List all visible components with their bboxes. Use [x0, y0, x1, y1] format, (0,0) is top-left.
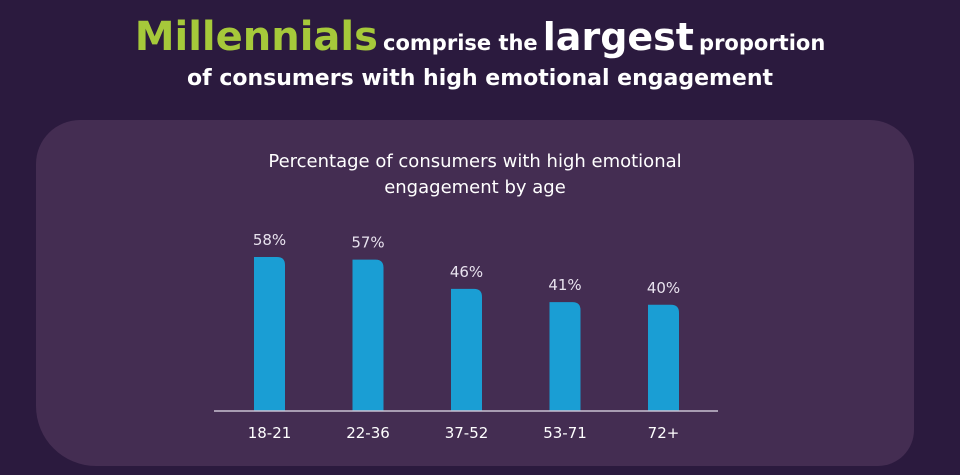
category-label: 22-36: [346, 424, 390, 442]
bar-37-52: [451, 288, 482, 411]
bar-18-21: [254, 257, 285, 411]
category-label: 53-71: [543, 424, 587, 442]
headline-part-2: proportion: [699, 31, 826, 55]
headline-part-1: comprise the: [383, 31, 538, 55]
value-label: 41%: [548, 276, 581, 294]
category-label: 37-52: [445, 424, 489, 442]
chart-title-line-2: engagement by age: [384, 177, 566, 198]
category-label: 18-21: [248, 424, 292, 442]
value-label: 46%: [450, 263, 483, 281]
value-label: 40%: [647, 279, 680, 297]
headline-emphasis: largest: [542, 15, 694, 59]
labels-group: 58% 18-21 57% 22-36 46% 37-52 41% 53-71 40% 72+: [248, 231, 680, 442]
headline: Millennials comprise the largest proport…: [0, 14, 960, 91]
headline-line-1: Millennials comprise the largest proport…: [0, 14, 960, 66]
bar-72+: [648, 304, 679, 411]
category-label: 72+: [648, 424, 680, 442]
bar-53-71: [549, 302, 581, 411]
headline-highlight: Millennials: [134, 14, 378, 60]
chart-title-line-1: Percentage of consumers with high emotio…: [268, 151, 682, 172]
bars-group: [254, 257, 679, 411]
headline-line-2: of consumers with high emotional engagem…: [186, 66, 774, 91]
value-label: 57%: [351, 234, 384, 252]
value-label: 58%: [253, 231, 286, 249]
chart-title: Percentage of consumers with high emotio…: [0, 149, 950, 201]
bar-22-36: [352, 259, 384, 411]
